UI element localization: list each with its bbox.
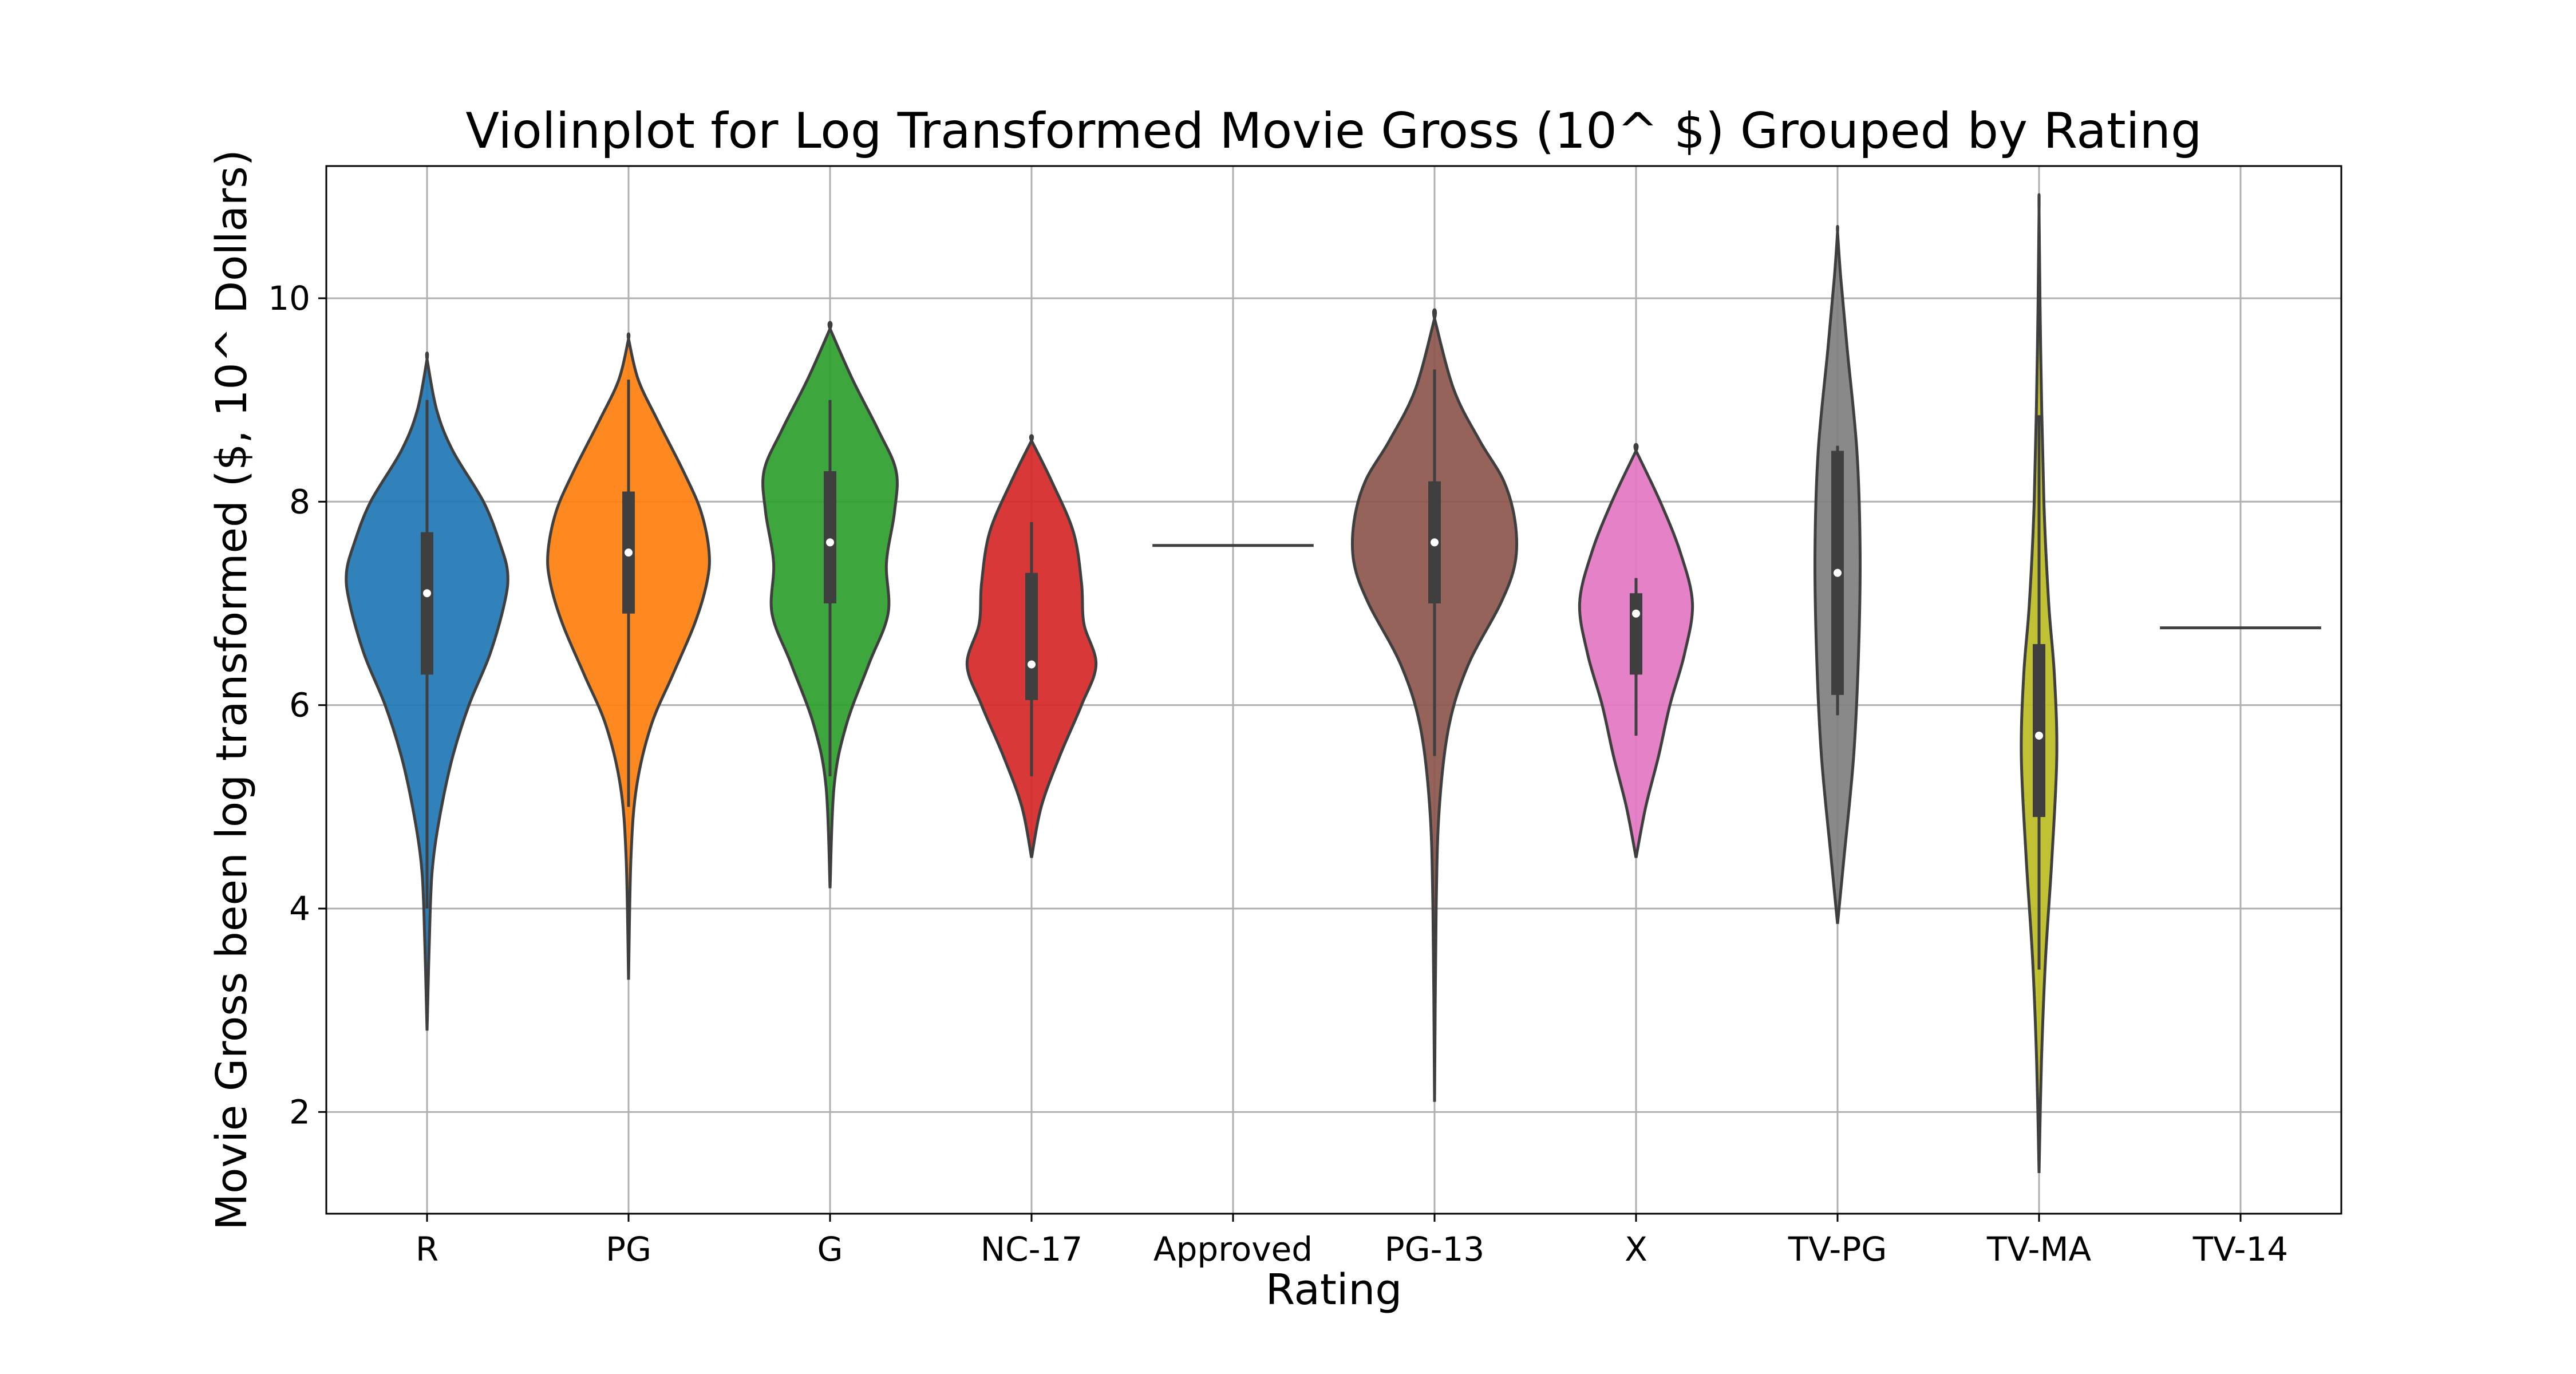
violin-pg-13 — [1350, 308, 1519, 1102]
x-tick-label: G — [817, 1230, 843, 1269]
violin-median-dot — [1028, 660, 1036, 669]
violin-median-dot — [2035, 731, 2043, 740]
x-axis-label: Rating — [1266, 1265, 1402, 1314]
y-tick-label: 6 — [289, 686, 310, 725]
tick-layer: 2 4 6 8 10 R PG G NC-17 Approved PG-13 X TV-PG TV-MA T… — [268, 279, 2288, 1269]
violin-median-dot — [1632, 609, 1640, 618]
y-tick-label: 4 — [289, 889, 310, 928]
x-tick-label: PG — [606, 1230, 651, 1269]
x-tick-label: R — [416, 1230, 438, 1269]
x-tick-label: TV-MA — [1986, 1230, 2092, 1269]
violin-iqr-box — [2033, 644, 2045, 818]
y-axis-label: Movie Gross been log transformed ($, 10^… — [207, 149, 256, 1230]
y-tick-label: 8 — [289, 482, 310, 521]
violin-tv-ma — [2020, 193, 2059, 1173]
x-tick-label: TV-14 — [2192, 1230, 2288, 1269]
violin-median-dot — [1834, 568, 1842, 577]
violin-median-dot — [826, 538, 834, 547]
violin-median-dot — [423, 589, 431, 598]
violin-tv-pg — [1813, 224, 1862, 924]
violin-iqr-box — [1630, 593, 1642, 675]
violin-layer — [345, 193, 2321, 1173]
violin-x — [1578, 443, 1694, 858]
chart-title: Violinplot for Log Transformed Movie Gro… — [465, 102, 2202, 160]
violin-r — [345, 351, 509, 1031]
x-tick-label: TV-PG — [1788, 1230, 1887, 1269]
violin-iqr-box — [824, 471, 836, 603]
violin-pg — [546, 332, 711, 980]
x-tick-label: PG-13 — [1385, 1230, 1485, 1269]
y-tick-label: 10 — [268, 279, 310, 318]
violin-median-dot — [1431, 538, 1439, 547]
violin-nc-17 — [965, 434, 1098, 858]
x-tick-label: NC-17 — [981, 1230, 1083, 1269]
violin-iqr-box — [421, 532, 433, 675]
y-tick-label: 2 — [289, 1092, 310, 1131]
violin-iqr-box — [1025, 572, 1038, 700]
x-tick-label: X — [1625, 1230, 1647, 1269]
plot-frame — [325, 165, 2342, 1215]
x-tick-label: Approved — [1153, 1230, 1313, 1269]
violin-g — [761, 321, 899, 889]
violin-median-dot — [625, 548, 633, 557]
